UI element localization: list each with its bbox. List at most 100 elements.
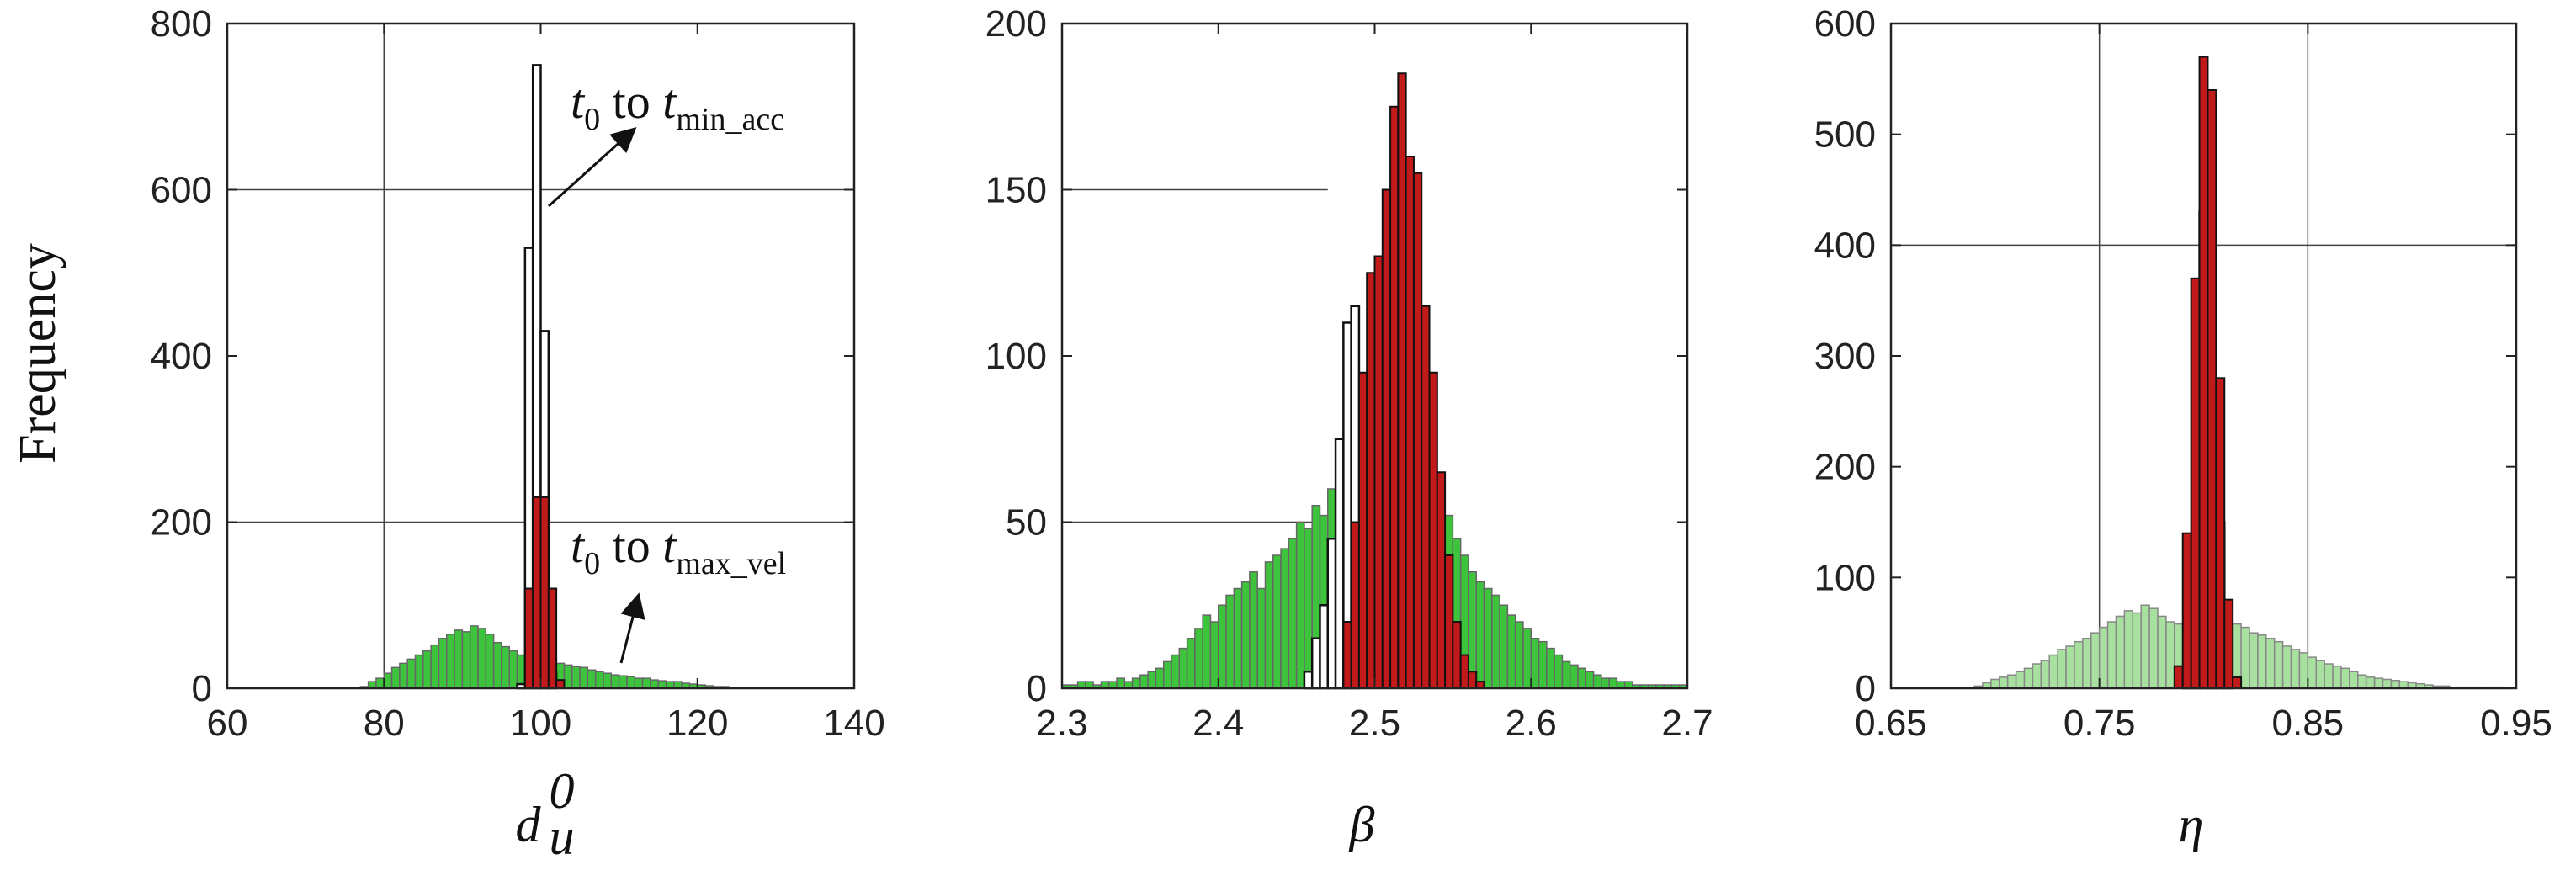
histogram-bar <box>641 677 651 689</box>
x-tick-label: 2.7 <box>1661 703 1713 744</box>
histogram-bar <box>1514 621 1524 689</box>
histogram-bar <box>1530 638 1540 689</box>
histogram-bar <box>1162 660 1172 689</box>
x-tick-label: 0.65 <box>1855 703 1927 744</box>
arrow-min-acc <box>547 126 637 208</box>
histogram-bar <box>2023 667 2034 689</box>
histogram-bar <box>1303 671 1314 690</box>
histogram-bar <box>1412 172 1423 689</box>
histogram-bar <box>2249 632 2259 689</box>
y-tick-label: 200 <box>985 3 1047 45</box>
series-red <box>1342 72 1485 689</box>
histogram-bar <box>477 628 487 689</box>
histogram-bar <box>1397 72 1407 689</box>
histogram-bar <box>2324 663 2334 689</box>
histogram-bar <box>1334 438 1345 690</box>
histogram-bar <box>1240 581 1251 689</box>
annotations: t0 to tmin_acc t0 to tmax_vel <box>547 74 786 664</box>
histogram-bar <box>1585 671 1595 689</box>
histogram-bar <box>2015 671 2026 689</box>
x-tick-label: 100 <box>510 703 571 744</box>
histogram-bar <box>414 654 424 689</box>
histogram-bar <box>1218 604 1227 689</box>
histogram-bar <box>2373 677 2384 689</box>
histogram-bar <box>1272 554 1282 689</box>
y-tick-label: 0 <box>1027 668 1047 709</box>
histogram-bar <box>422 650 432 689</box>
series-green <box>359 625 855 689</box>
histogram-bar <box>1381 188 1392 689</box>
histogram-bar <box>1319 604 1330 690</box>
histogram-bar <box>2006 674 2017 689</box>
annotation-min-acc: t0 to tmin_acc <box>571 74 784 137</box>
histogram-bar <box>2207 89 2217 689</box>
histogram-bar <box>1459 654 1469 689</box>
histogram-bar <box>1264 561 1274 689</box>
histogram-bar <box>2190 277 2201 689</box>
histogram-bar <box>1546 647 1555 689</box>
y-tick-label: 200 <box>1814 447 1876 488</box>
histogram-bar <box>2115 615 2126 689</box>
histogram-bar <box>547 587 558 689</box>
annotation-part: to <box>600 518 662 573</box>
histogram-bar <box>2240 626 2250 689</box>
histogram-bar <box>2106 621 2117 689</box>
histogram-bar <box>399 662 408 689</box>
histogram-bar <box>2265 638 2276 689</box>
histogram-bar <box>563 664 573 689</box>
histogram-bar <box>1569 664 1579 689</box>
x-axis-label-sup: 0 <box>550 763 575 819</box>
y-tick-label: 150 <box>985 170 1047 211</box>
y-tick-label: 600 <box>1814 3 1876 45</box>
histogram-bar <box>618 675 628 689</box>
histogram-bar <box>2307 656 2317 689</box>
x-axis-label: η <box>2179 797 2204 852</box>
histogram-bar <box>2090 632 2101 689</box>
histogram-bar <box>2223 598 2234 690</box>
histogram-bar <box>1499 604 1509 689</box>
histogram-bar <box>1436 471 1447 689</box>
histogram-bar <box>1577 667 1587 689</box>
histogram-bar <box>438 638 448 689</box>
histogram-bar <box>2157 615 2167 689</box>
histogram-bar <box>1139 674 1149 689</box>
histogram-bar <box>469 625 479 689</box>
histogram-bar <box>406 658 417 689</box>
annotation-max-vel: t0 to tmax_vel <box>571 518 786 581</box>
histogram-bar <box>1178 647 1188 689</box>
x-tick-label: 120 <box>667 703 728 744</box>
histogram-bar <box>2332 665 2342 689</box>
x-axis-label: d <box>516 797 542 852</box>
histogram-bar <box>375 677 385 689</box>
histogram-bar <box>2132 612 2142 689</box>
y-tick-label: 300 <box>1814 336 1876 377</box>
panel-eta: 0.65 0.75 0.85 0.95 0 100 200 300 400 500 600 η <box>1814 3 2552 852</box>
histogram-bar <box>1295 521 1305 689</box>
histogram-bar <box>1467 671 1478 689</box>
histogram-bar <box>1186 638 1196 689</box>
annotation-part: max_vel <box>676 546 786 581</box>
histogram-bar <box>492 641 502 689</box>
histogram-bar <box>390 666 401 689</box>
histogram-bar <box>1249 571 1258 689</box>
histogram-bar <box>634 677 644 689</box>
x-tick-label: 0.95 <box>2480 703 2552 744</box>
histogram-bar <box>1202 614 1212 689</box>
x-tick-label: 2.3 <box>1036 703 1087 744</box>
histogram-bar <box>2140 604 2150 689</box>
histogram-bar <box>2382 678 2393 689</box>
histogram-bar <box>1304 528 1313 689</box>
histogram-bar <box>2040 660 2050 689</box>
y-tick-label: 500 <box>1814 114 1876 156</box>
histogram-bar <box>1233 587 1243 689</box>
histogram-bar <box>2273 640 2284 689</box>
x-tick-label: 2.5 <box>1349 703 1400 744</box>
histogram-bar <box>1155 667 1165 689</box>
annotation-part: 0 <box>584 546 600 581</box>
histogram-bar <box>2173 665 2184 690</box>
histogram-bar <box>587 669 597 689</box>
histogram-bar <box>539 496 550 689</box>
annotation-part: t <box>662 74 677 129</box>
